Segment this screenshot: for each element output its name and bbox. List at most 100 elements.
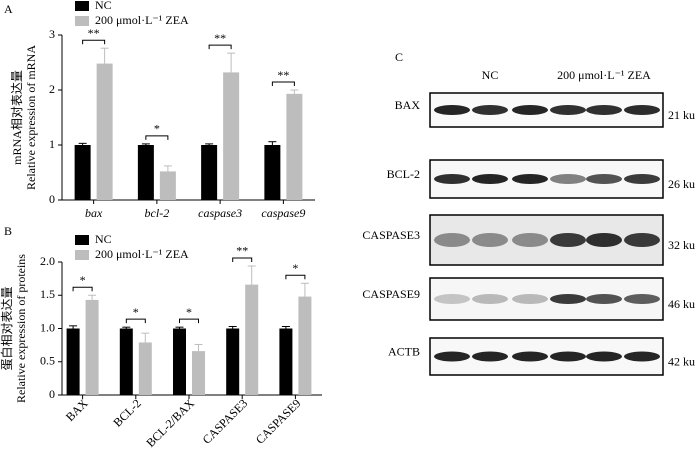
y-tick-label: 2 — [49, 82, 55, 96]
legend-label: 200 μmol·L⁻¹ ZEA — [95, 247, 189, 261]
error-bar — [69, 325, 78, 329]
blot-band — [434, 174, 470, 184]
y-axis-label: 蛋白相对表达量 — [0, 286, 14, 370]
blot-band — [550, 105, 586, 115]
row-label: BCL-2 — [387, 167, 420, 181]
x-tick-label: caspase3 — [198, 206, 242, 220]
x-tick-label: caspase9 — [261, 206, 305, 220]
y-tick-label: 2.0 — [40, 254, 55, 268]
bar — [85, 299, 99, 395]
blot-band — [624, 174, 660, 184]
bar — [298, 296, 312, 395]
y-tick-label: 1.0 — [40, 320, 55, 334]
x-tick-label: bax — [85, 206, 103, 220]
blot-band — [472, 294, 508, 304]
panel-label: B — [4, 224, 12, 238]
blot-band — [624, 294, 660, 304]
y-axis-label: mRNA相对表达量 — [10, 70, 24, 165]
significance-bracket — [208, 44, 232, 50]
bar — [286, 93, 303, 200]
bar — [264, 145, 281, 200]
blot-band — [512, 351, 548, 362]
blot-band — [472, 233, 508, 247]
blot-band — [586, 233, 622, 247]
y-axis-label: Relative expression of mRNA — [24, 45, 38, 190]
significance-label: * — [80, 273, 86, 287]
x-tick-label: BCL-2/BAX — [143, 396, 197, 450]
significance-label: * — [154, 122, 160, 136]
significance-bracket — [72, 286, 93, 292]
size-label: 42 ku — [668, 354, 695, 368]
bar — [138, 342, 152, 395]
bar — [279, 328, 293, 395]
legend-swatch — [75, 16, 89, 26]
blot-band — [586, 105, 622, 115]
blot-band — [434, 294, 470, 304]
row-label: CASPASE3 — [362, 228, 420, 242]
y-tick-label: 1 — [49, 137, 55, 151]
bar — [192, 351, 205, 395]
bar — [245, 284, 259, 395]
bar — [96, 63, 113, 200]
significance-label: * — [292, 261, 298, 275]
panel-label: A — [4, 2, 13, 16]
significance-bracket — [271, 81, 295, 86]
y-tick-label: 3 — [49, 27, 55, 41]
size-label: 46 ku — [668, 297, 695, 311]
significance-label: ** — [88, 26, 100, 40]
blot-band — [550, 351, 586, 362]
bar — [173, 328, 186, 395]
blot-band — [624, 105, 660, 115]
error-bar — [141, 143, 150, 145]
x-tick-label: CASPASE9 — [253, 396, 304, 447]
legend-label: NC — [95, 232, 112, 246]
blot-band — [586, 294, 622, 304]
y-tick-label: 0 — [49, 387, 55, 401]
significance-bracket — [145, 135, 169, 140]
blot-band — [472, 174, 508, 184]
significance-label: * — [133, 305, 139, 319]
size-label: 21 ku — [668, 108, 695, 122]
blot-band — [512, 105, 548, 115]
y-tick-label: 1.5 — [40, 287, 55, 301]
error-bar — [247, 265, 256, 285]
bar — [159, 171, 176, 200]
bar — [66, 328, 80, 395]
significance-label: * — [186, 305, 192, 319]
legend-label: 200 μmol·L⁻¹ ZEA — [95, 13, 189, 27]
size-label: 32 ku — [668, 238, 695, 252]
significance-bracket — [285, 274, 306, 280]
group-label: NC — [482, 68, 499, 82]
error-bar — [100, 47, 109, 64]
blot-band — [550, 174, 586, 184]
error-bar — [88, 294, 97, 300]
blot-band — [472, 351, 508, 362]
group-label: 200 μmol·L⁻¹ ZEA — [557, 68, 651, 82]
significance-bracket — [232, 257, 253, 262]
x-tick-label: BAX — [63, 396, 91, 424]
error-bar — [78, 142, 87, 145]
bar — [223, 72, 240, 200]
blot-band — [624, 351, 660, 362]
blot-band — [586, 174, 622, 184]
error-bar — [163, 165, 172, 172]
bar — [137, 145, 154, 200]
error-bar — [175, 326, 184, 329]
blot-band — [512, 294, 548, 304]
significance-bracket — [82, 39, 106, 45]
significance-label: ** — [214, 31, 226, 45]
blot-band — [512, 174, 548, 184]
blot-band — [550, 233, 586, 247]
bar — [74, 145, 91, 200]
legend-swatch — [75, 1, 89, 11]
x-tick-label: bcl-2 — [145, 206, 170, 220]
bar — [119, 328, 133, 395]
significance-bracket — [179, 318, 199, 324]
significance-bracket — [125, 318, 146, 324]
significance-label: ** — [277, 68, 289, 82]
error-bar — [205, 143, 214, 145]
blot-band — [512, 233, 548, 247]
legend-swatch — [75, 250, 89, 260]
error-bar — [228, 326, 237, 329]
